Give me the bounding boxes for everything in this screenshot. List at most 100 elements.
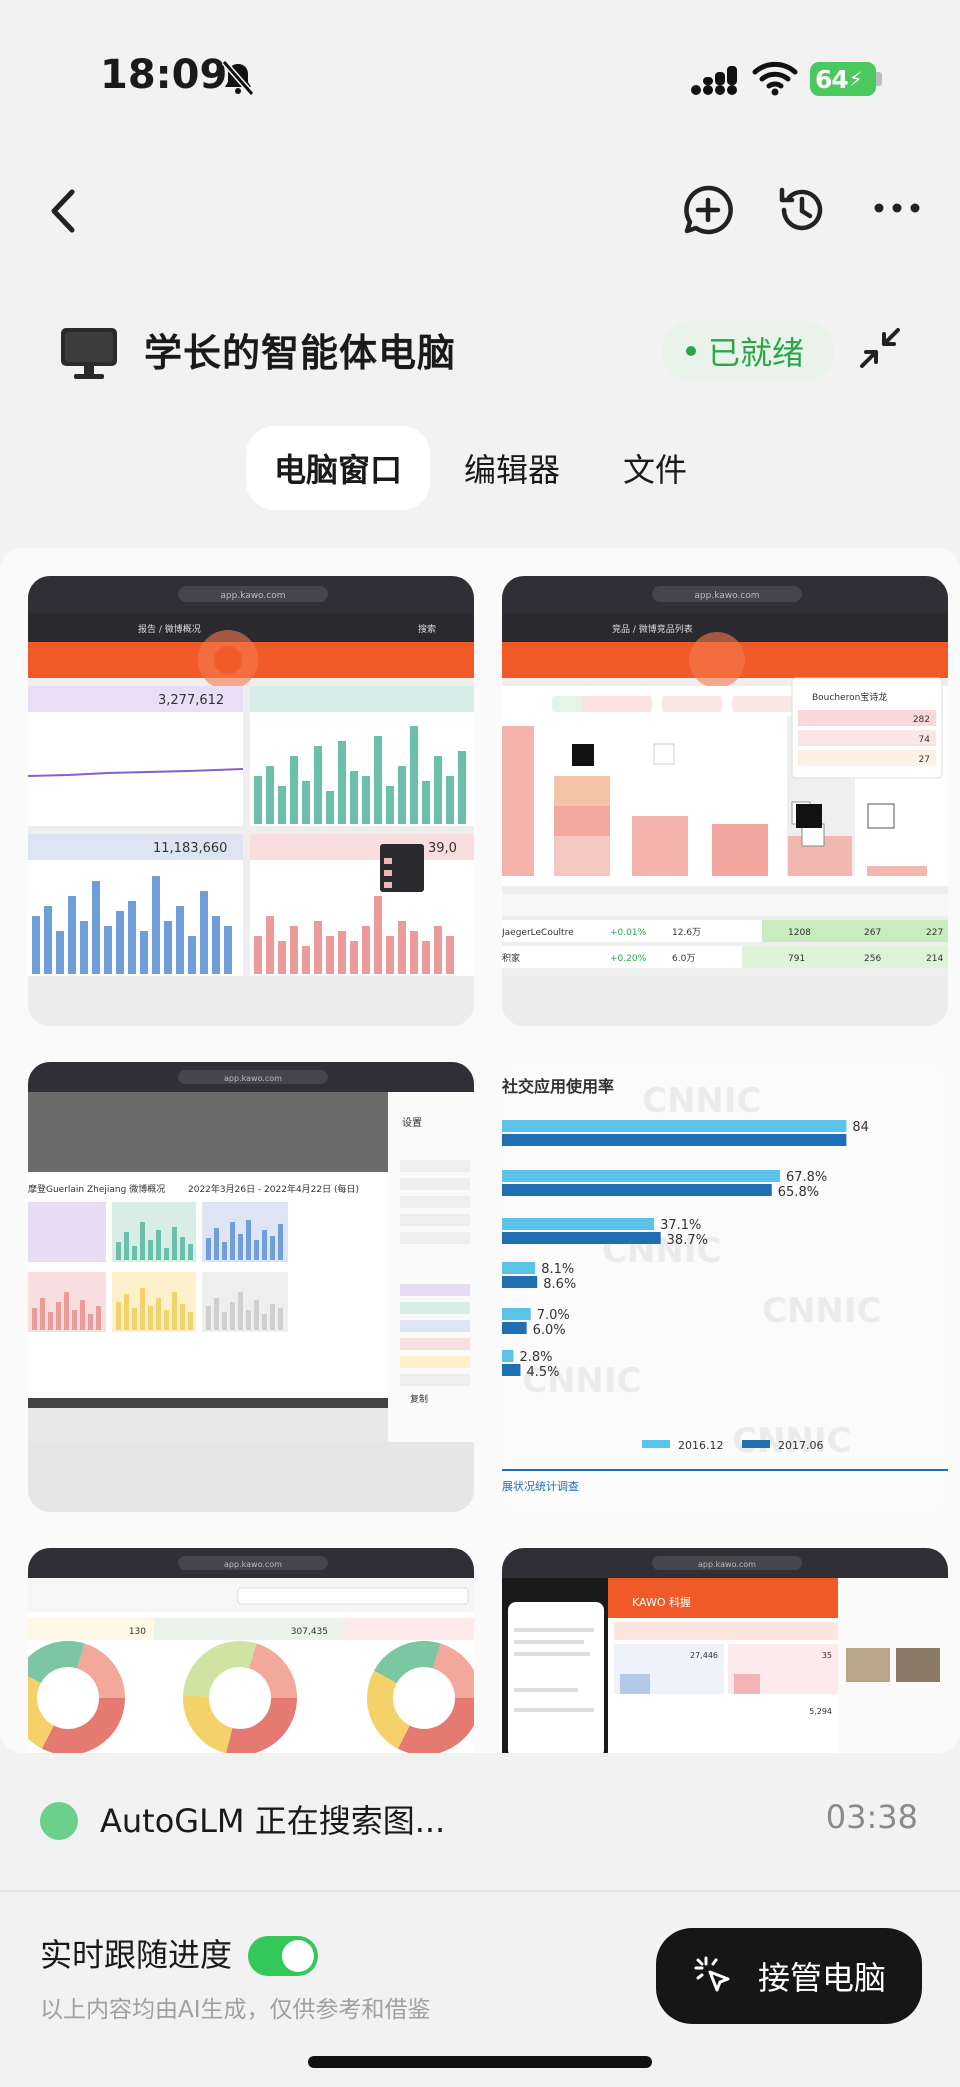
bar-2016-12 (502, 1262, 536, 1274)
table-cell: 791 (788, 954, 805, 964)
bar-2017-06 (502, 1134, 847, 1146)
date-range: 2022年3月26日 - 2022年4月22日 (每日) (188, 1183, 359, 1195)
battery-level: 64 (815, 64, 849, 94)
screenshot-thumbnail[interactable]: app.kawo.com 报告 / 微博概况 搜索 3,277,612 11,1… (28, 576, 474, 1026)
metric-value: 5,294 (809, 1707, 832, 1716)
browser-url: app.kawo.com (224, 1560, 282, 1569)
bar-2016-12 (502, 1218, 655, 1230)
status-bar: 18:09 64 ⚡ (0, 0, 960, 160)
cnnic-bar-chart: CNNIC CNNIC CNNIC CNNIC CNNIC 社交应用使用率 84… (502, 1062, 948, 1512)
tab-editor[interactable]: 编辑器 (450, 426, 574, 510)
browser-url: app.kawo.com (698, 1560, 756, 1569)
table-cell: 6.0万 (672, 954, 695, 964)
legend-label: 2017.06 (778, 1439, 824, 1452)
dashboard-heading: 摩登Guerlain Zhejiang 微博概况 (28, 1183, 165, 1195)
screenshot-thumbnail[interactable]: app.kawo.com 摩登Guerlain Zhejiang 微博概况 20… (28, 1062, 474, 1512)
status-dot (40, 1802, 78, 1840)
table-cell: 214 (926, 954, 943, 964)
divider (0, 1890, 960, 1892)
bar-2017-06 (502, 1232, 661, 1244)
watermark: CNNIC (642, 1081, 761, 1121)
takeover-label: 接管电脑 (757, 1959, 886, 1997)
bar-2017-06 (502, 1276, 538, 1288)
battery-cap (876, 72, 882, 86)
breadcrumb: 报告 / 微博概况 (138, 623, 201, 635)
collapse-icon[interactable] (858, 326, 902, 370)
bar-label: 6.0% (533, 1323, 566, 1338)
bar-label: 4.5% (526, 1365, 559, 1380)
ai-disclaimer: 以上内容均由AI生成，仅供参考和借鉴 (40, 1997, 431, 2023)
popup-value: 282 (913, 715, 930, 725)
toggle-knob (282, 1940, 314, 1972)
table-cell: 267 (864, 928, 881, 938)
page-title: 学长的智能体电脑 (144, 331, 457, 375)
bar-2016-12 (502, 1308, 531, 1320)
bar-label: 67.8% (786, 1170, 827, 1185)
popup-value: 74 (919, 735, 931, 745)
breadcrumb: 竞品 / 微博竞品列表 (612, 623, 693, 635)
tab-computer-window[interactable]: 电脑窗口 (246, 426, 430, 510)
history-icon[interactable] (776, 184, 828, 236)
tab-label: 文件 (622, 451, 687, 489)
bar-label: 37.1% (660, 1218, 701, 1233)
table-cell: 1208 (788, 928, 811, 938)
watermark: CNNIC (762, 1291, 881, 1331)
nav-bar (0, 170, 960, 250)
table-cell: 12.6万 (672, 928, 701, 938)
takeover-computer-button[interactable]: 接管电脑 (656, 1928, 922, 2024)
status-badge-label: 已就绪 (708, 334, 805, 372)
title-row: 学长的智能体电脑 已就绪 (0, 316, 960, 386)
screenshot-thumbnail[interactable]: CNNIC CNNIC CNNIC CNNIC CNNIC 社交应用使用率 84… (502, 1062, 948, 1512)
screenshot-thumbnail[interactable]: app.kawo.com 130 307,435 (28, 1548, 474, 1753)
bar-label: 65.8% (778, 1185, 819, 1200)
legend-label: 2016.12 (678, 1439, 724, 1452)
copy-button: 复制 (410, 1393, 428, 1405)
cellular-signal-icon (691, 66, 737, 95)
screenshot-thumbnail[interactable]: app.kawo.com KAWO 科握 27,446 35 5,294 (502, 1548, 948, 1753)
metric-value: 11,183,660 (153, 841, 227, 856)
search-label: 搜索 (418, 623, 436, 635)
chart-source: 展状况统计调查 (502, 1479, 579, 1493)
more-icon[interactable] (872, 200, 922, 216)
new-chat-icon[interactable] (682, 184, 734, 236)
wifi-icon (752, 61, 798, 96)
metric-value: 307,435 (291, 1627, 328, 1637)
bar-label: 7.0% (537, 1308, 570, 1323)
table-cell: 227 (926, 928, 943, 938)
screenshot-thumbnail[interactable]: app.kawo.com 竞品 / 微博竞品列表 Boucheron宝诗 (502, 576, 948, 1026)
metric-value: 35 (822, 1651, 832, 1660)
back-icon[interactable] (44, 186, 84, 236)
status-dot (686, 346, 696, 356)
table-cell: JaegerLeCoultre (502, 928, 574, 938)
metric-value: 3,277,612 (158, 693, 224, 708)
screenshot-panel[interactable]: app.kawo.com 报告 / 微博概况 搜索 3,277,612 11,1… (0, 548, 960, 1753)
table-cell: +0.20% (610, 954, 647, 964)
table-cell: 256 (864, 954, 881, 964)
home-indicator (308, 2056, 652, 2068)
bar-label: 2.8% (519, 1350, 552, 1365)
tab-files[interactable]: 文件 (598, 426, 712, 510)
elapsed-time: 03:38 (825, 1798, 918, 1836)
bar-2017-06 (502, 1184, 772, 1196)
bar-label: 38.7% (667, 1233, 708, 1248)
browser-url: app.kawo.com (694, 591, 759, 601)
battery-indicator: 64 ⚡ (810, 62, 876, 96)
bar-2016-12 (502, 1350, 514, 1362)
bar-label: 8.1% (541, 1262, 574, 1277)
task-progress-row[interactable]: AutoGLM 正在搜索图... 03:38 (0, 1778, 960, 1866)
click-cursor-icon (694, 1956, 730, 1992)
computer-icon (61, 328, 117, 379)
task-status-text: AutoGLM 正在搜索图... (100, 1802, 446, 1840)
bar-label: 84 (852, 1120, 869, 1135)
table-cell: +0.01% (610, 928, 647, 938)
tab-bar: 电脑窗口 编辑器 文件 (0, 426, 960, 510)
bell-muted-icon (221, 60, 255, 96)
metric-value: 130 (129, 1627, 146, 1637)
chart-title: 社交应用使用率 (502, 1077, 614, 1096)
browser-url: app.kawo.com (220, 591, 285, 601)
follow-progress-toggle[interactable] (248, 1936, 318, 1976)
tab-label: 编辑器 (463, 451, 560, 489)
status-time: 18:09 (100, 52, 228, 98)
bar-label: 8.6% (543, 1277, 576, 1292)
settings-panel-title: 设置 (402, 1117, 422, 1129)
